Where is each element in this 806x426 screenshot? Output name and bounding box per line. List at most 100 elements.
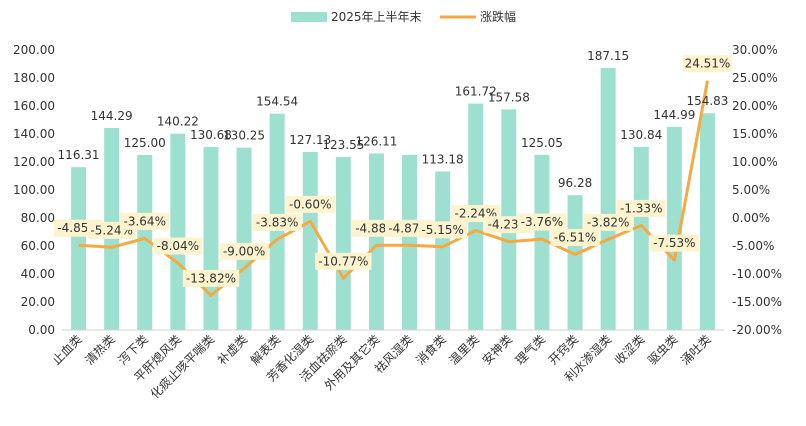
bar-value-label: 125.00 bbox=[124, 136, 166, 150]
bar-value-label: 125.05 bbox=[521, 136, 563, 150]
line-value-label-box bbox=[120, 212, 170, 230]
line-value-label: -1.33% bbox=[620, 201, 662, 215]
bar-value-label: 130.68 bbox=[190, 128, 232, 142]
line-value-label-box bbox=[252, 213, 302, 231]
bar bbox=[203, 147, 219, 330]
bar-value-label: 187.15 bbox=[587, 49, 629, 63]
right-y-axis: -20.00% -15.00% -10.00% -5.00% 0.00% 5.00% 10.… bbox=[732, 43, 782, 337]
bar bbox=[335, 157, 351, 330]
legend: 2025年上半年末 涨跌幅 bbox=[291, 9, 516, 24]
category-label: 收涩类 bbox=[611, 332, 647, 368]
category-label: 止血类 bbox=[49, 332, 84, 367]
category-label: 补虚类 bbox=[215, 332, 250, 367]
right-tick-label: 20.00% bbox=[732, 99, 778, 113]
line-value-label-box bbox=[219, 242, 269, 260]
bar bbox=[567, 195, 583, 330]
bar bbox=[435, 171, 451, 330]
category-label: 温里类 bbox=[447, 332, 482, 367]
line-value-label: -7.53% bbox=[653, 236, 695, 250]
bar-value-label: 144.29 bbox=[91, 109, 133, 123]
line-value-label: -10.77% bbox=[318, 254, 368, 268]
right-tick-label: 25.00% bbox=[732, 71, 778, 85]
line-value-label-box bbox=[285, 195, 335, 213]
line-value-label-box bbox=[649, 234, 699, 252]
legend-label-bar: 2025年上半年末 bbox=[331, 10, 422, 24]
line-value-label: 24.51% bbox=[685, 57, 731, 71]
category-label: 理气类 bbox=[512, 332, 548, 368]
bar bbox=[368, 153, 384, 330]
bar bbox=[534, 154, 550, 330]
line-path bbox=[78, 80, 709, 297]
legend-label-line: 涨跌幅 bbox=[480, 9, 516, 24]
bar bbox=[633, 146, 649, 330]
bar-value-label: 113.18 bbox=[422, 153, 464, 167]
left-tick-label: 180.00 bbox=[13, 71, 55, 85]
left-tick-label: 200.00 bbox=[13, 43, 55, 57]
bar bbox=[170, 133, 186, 330]
bar-value-label: 154.83 bbox=[686, 94, 728, 108]
right-tick-label: 10.00% bbox=[732, 155, 778, 169]
bar-value-label: 126.11 bbox=[355, 134, 397, 148]
line-series bbox=[78, 80, 709, 297]
left-y-axis: 0.00 20.00 40.00 60.00 80.00 100.00 120.00 140.… bbox=[13, 43, 55, 337]
line-value-label: -3.64% bbox=[124, 214, 166, 228]
line-value-label: -0.60% bbox=[289, 197, 331, 211]
bar-value-label: 144.99 bbox=[653, 108, 695, 122]
line-value-label: -3.83% bbox=[256, 215, 298, 229]
bar bbox=[236, 147, 252, 330]
left-tick-label: 120.00 bbox=[13, 155, 55, 169]
category-label: 消食类 bbox=[413, 332, 449, 368]
bar bbox=[699, 113, 715, 330]
left-tick-label: 40.00 bbox=[21, 267, 55, 281]
line-value-label-box bbox=[550, 228, 600, 246]
line-value-label: -3.76% bbox=[521, 215, 563, 229]
left-tick-label: 140.00 bbox=[13, 127, 55, 141]
bar bbox=[302, 152, 318, 330]
bar-value-label: 157.58 bbox=[488, 90, 530, 104]
bar bbox=[600, 67, 616, 331]
line-value-label-box bbox=[583, 213, 633, 231]
category-label: 驱虫类 bbox=[645, 332, 680, 367]
bar bbox=[71, 167, 87, 330]
bar-value-label: 123.55 bbox=[322, 138, 364, 152]
line-value-labels: -4.85%-5.24%-3.64%-8.04%-13.82%-9.00%-3.… bbox=[53, 55, 733, 287]
left-tick-label: 0.00 bbox=[28, 323, 55, 337]
right-tick-label: -15.00% bbox=[732, 295, 782, 309]
left-tick-label: 60.00 bbox=[21, 239, 55, 253]
bar-value-label: 116.31 bbox=[58, 148, 100, 162]
line-value-label-box bbox=[418, 221, 468, 239]
left-tick-label: 100.00 bbox=[13, 183, 55, 197]
line-value-label-box bbox=[682, 55, 733, 73]
right-tick-label: 5.00% bbox=[732, 183, 770, 197]
bar-value-label: 161.72 bbox=[455, 85, 497, 99]
bar-series bbox=[71, 67, 715, 331]
bar bbox=[666, 127, 682, 330]
legend-swatch-bar bbox=[291, 12, 327, 22]
right-tick-label: 0.00% bbox=[732, 211, 770, 225]
line-value-label-box bbox=[616, 199, 666, 217]
bar-value-label: 130.25 bbox=[223, 129, 265, 143]
x-axis: 止血类清热类泻下类平肝熄风类化痰止咳平喘类补虚类解表类芳香化湿类活血祛瘀类外用及… bbox=[49, 329, 724, 402]
category-label: 涌吐类 bbox=[678, 332, 713, 367]
right-tick-label: -5.00% bbox=[732, 239, 774, 253]
bar bbox=[137, 155, 153, 330]
line-value-label-box bbox=[517, 213, 567, 231]
category-label: 安神类 bbox=[479, 332, 515, 368]
line-value-label: -8.04% bbox=[157, 239, 199, 253]
left-tick-label: 20.00 bbox=[21, 295, 55, 309]
line-value-label-box bbox=[315, 252, 372, 270]
line-value-label-box bbox=[153, 237, 203, 255]
line-value-label: -3.82% bbox=[587, 215, 629, 229]
line-value-label: -13.82% bbox=[186, 271, 236, 285]
line-value-label-box bbox=[182, 269, 240, 287]
right-tick-label: -10.00% bbox=[732, 267, 782, 281]
line-value-label: -6.51% bbox=[554, 230, 596, 244]
left-tick-label: 160.00 bbox=[13, 99, 55, 113]
right-tick-label: 15.00% bbox=[732, 127, 778, 141]
line-value-label: -9.00% bbox=[223, 244, 265, 258]
bar-value-label: 127.13 bbox=[289, 133, 331, 147]
bar-value-label: 130.84 bbox=[620, 128, 662, 142]
